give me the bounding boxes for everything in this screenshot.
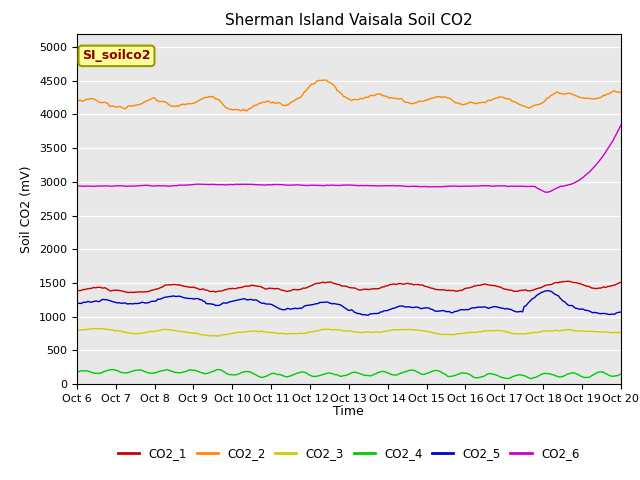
Y-axis label: Soil CO2 (mV): Soil CO2 (mV) (20, 165, 33, 252)
X-axis label: Time: Time (333, 405, 364, 418)
Title: Sherman Island Vaisala Soil CO2: Sherman Island Vaisala Soil CO2 (225, 13, 472, 28)
Legend: CO2_1, CO2_2, CO2_3, CO2_4, CO2_5, CO2_6: CO2_1, CO2_2, CO2_3, CO2_4, CO2_5, CO2_6 (113, 443, 584, 465)
Text: SI_soilco2: SI_soilco2 (82, 49, 151, 62)
